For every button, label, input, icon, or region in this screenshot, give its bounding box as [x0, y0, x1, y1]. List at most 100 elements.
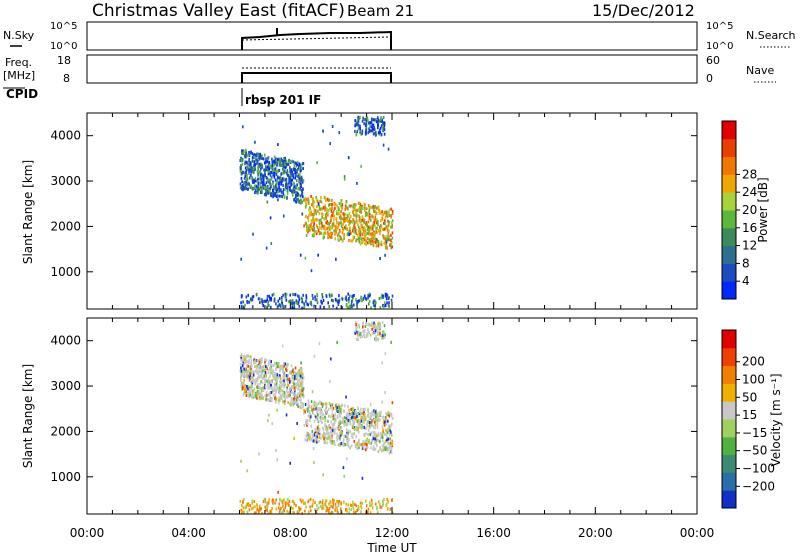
- velocity-echo-cell: [315, 438, 317, 442]
- power-echo-cell: [272, 185, 275, 189]
- power-echo-cell: [295, 200, 298, 204]
- velocity-echo-cell: [355, 504, 358, 508]
- power-echo-cell: [334, 297, 337, 301]
- power-echo-cell: [298, 180, 300, 184]
- velocity-echo-cell: [284, 400, 286, 404]
- velocity-echo-cell: [317, 424, 320, 428]
- power-colorbar-block: [722, 210, 736, 229]
- velocity-echo-cell: [387, 441, 389, 445]
- power-echo-cell: [282, 188, 285, 192]
- power-echo-cell: [359, 115, 361, 119]
- velocity-echo-cell: [248, 361, 250, 365]
- power-echo-cell: [384, 243, 387, 247]
- velocity-echo-cell: [247, 376, 249, 380]
- velocity-echo-cell: [329, 357, 332, 361]
- velocity-echo-cell: [270, 399, 273, 403]
- velocity-echo-cell: [318, 427, 321, 431]
- power-echo-cell: [248, 150, 250, 154]
- velocity-echo-cell: [362, 323, 364, 327]
- velocity-echo-cell: [298, 510, 300, 514]
- power-echo-cell: [257, 152, 260, 156]
- velocity-echo-cell: [286, 365, 288, 369]
- power-echo-cell: [239, 186, 242, 190]
- power-echo-cell: [306, 228, 308, 232]
- power-echo-cell: [317, 253, 319, 257]
- velocity-echo-cell: [331, 432, 334, 436]
- velocity-echo-cell: [308, 413, 311, 417]
- velocity-echo-cell: [261, 359, 263, 363]
- velocity-echo-cell: [310, 437, 313, 441]
- velocity-echo-cell: [368, 439, 371, 443]
- velocity-echo-cell: [267, 384, 269, 388]
- power-echo-cell: [377, 223, 379, 227]
- power-echo-cell: [267, 302, 269, 306]
- velocity-echo-cell: [277, 401, 280, 405]
- velocity-echo-cell: [324, 419, 326, 423]
- velocity-echo-cell: [376, 327, 379, 331]
- power-echo-cell: [289, 170, 291, 174]
- velocity-echo-cell: [382, 428, 384, 432]
- power-echo-cell: [284, 304, 287, 308]
- power-echo-cell: [379, 126, 382, 130]
- power-echo-cell: [305, 202, 308, 206]
- velocity-echo-cell: [268, 380, 271, 384]
- power-echo-cell: [355, 203, 357, 207]
- power-echo-cell: [255, 187, 258, 191]
- velocity-echo-cell: [294, 370, 296, 374]
- velocity-echo-cell: [340, 407, 343, 411]
- velocity-echo-cell: [254, 381, 257, 385]
- power-echo-cell: [332, 304, 334, 308]
- velocity-echo-cell: [326, 429, 329, 433]
- power-echo-cell: [245, 187, 248, 191]
- velocity-echo-cell: [295, 385, 297, 389]
- velocity-echo-cell: [351, 504, 354, 508]
- velocity-echo-cell: [372, 430, 375, 434]
- power-echo-cell: [266, 305, 268, 309]
- velocity-echo-cell: [324, 402, 327, 406]
- power-echo-cell: [346, 228, 348, 232]
- velocity-echo-cell: [362, 440, 365, 444]
- power-echo-cell: [387, 238, 390, 242]
- velocity-echo-cell: [350, 434, 353, 438]
- power-echo-cell: [319, 207, 321, 211]
- power-echo-cell: [372, 208, 375, 212]
- velocity-echo-cell: [306, 409, 309, 413]
- power-echo-cell: [248, 169, 250, 173]
- power-echo-cell: [374, 209, 376, 213]
- xtick-label: 20:00: [578, 526, 613, 540]
- velocity-echo-cell: [350, 444, 353, 448]
- velocity-echo-cell: [301, 384, 303, 388]
- velocity-colorbar-block: [722, 419, 736, 438]
- power-echo-cell: [282, 192, 285, 196]
- velocity-echo-cell: [389, 447, 391, 451]
- power-echo-cell: [263, 161, 266, 165]
- velocity-echo-cell: [333, 499, 336, 503]
- velocity-echo-cell: [308, 410, 311, 414]
- power-echo-cell: [330, 298, 333, 302]
- velocity-echo-cell: [372, 332, 374, 336]
- velocity-echo-cell: [333, 423, 336, 427]
- velocity-echo-cell: [277, 362, 280, 366]
- power-echo-cell: [334, 203, 337, 207]
- power-echo-cell: [391, 212, 394, 216]
- power-echo-cell: [337, 232, 340, 236]
- velocity-echo-cell: [330, 403, 333, 407]
- velocity-echo-cell: [267, 504, 269, 508]
- power-echo-cell: [298, 177, 301, 181]
- velocity-echo-cell: [332, 501, 334, 505]
- power-echo-cell: [242, 182, 245, 186]
- power-echo-cell: [335, 212, 338, 216]
- velocity-echo-cell: [390, 413, 393, 417]
- velocity-echo-cell: [386, 447, 389, 451]
- velocity-echo-cell: [364, 418, 367, 422]
- velocity-echo-cell: [264, 368, 266, 372]
- power-echo-cell: [254, 153, 257, 157]
- velocity-echo-cell: [334, 417, 336, 421]
- velocity-echo-cell: [274, 383, 277, 387]
- power-echo-cell: [355, 133, 358, 137]
- power-echo-cell: [251, 179, 254, 183]
- power-echo-cell: [253, 180, 255, 184]
- velocity-echo-cell: [319, 432, 322, 436]
- power-echo-cell: [279, 161, 282, 165]
- power-echo-cell: [358, 299, 360, 303]
